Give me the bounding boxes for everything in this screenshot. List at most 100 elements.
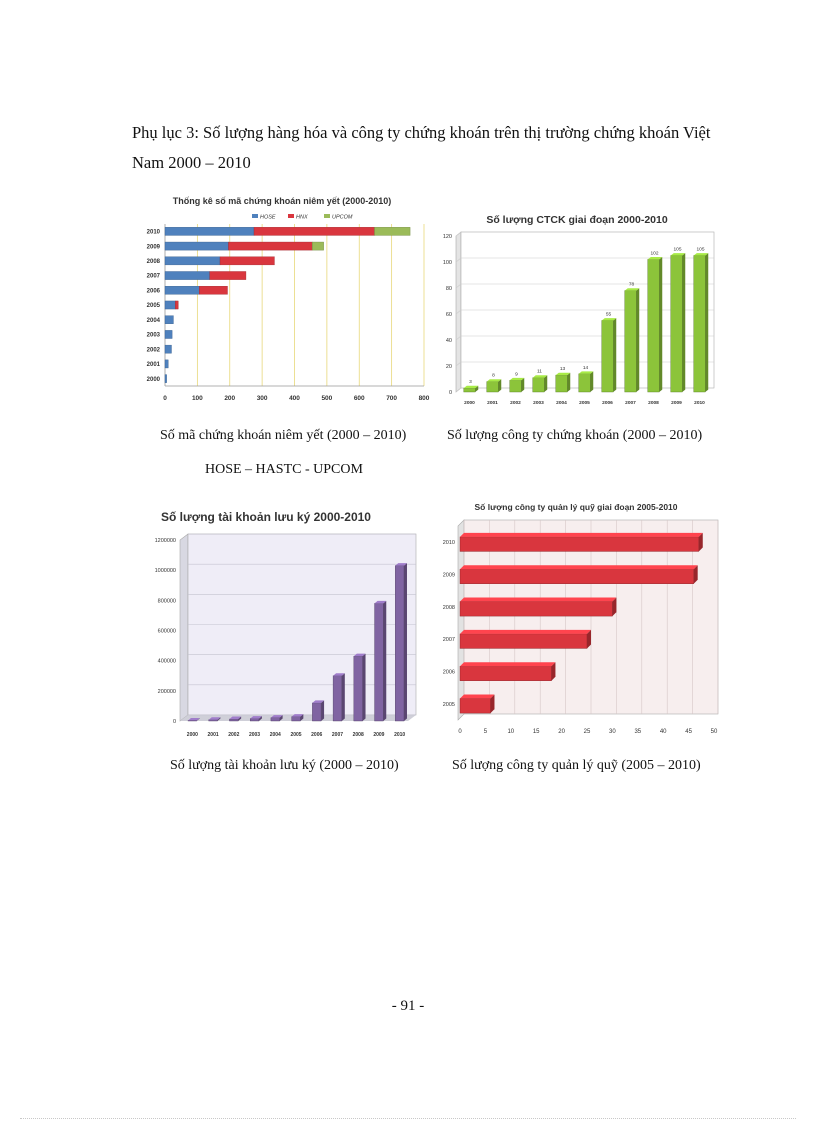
- bar-side-2007: [341, 673, 345, 721]
- bar-top-2007: [460, 629, 591, 634]
- bar-side-2002: [521, 377, 525, 392]
- bar-top-2002: [509, 377, 525, 381]
- bar-2002: [509, 380, 522, 393]
- y-tick-label: 0: [449, 390, 452, 396]
- bar-hose-2000: [164, 374, 167, 383]
- bar-top-2009: [374, 600, 387, 604]
- gridline-side: [455, 257, 462, 263]
- bar-side-2009: [693, 565, 698, 584]
- legend-label-hnx: HNX: [296, 215, 308, 221]
- bar-2009: [374, 603, 384, 722]
- bar-hnx-2007: [209, 271, 247, 280]
- x-tick-label: 2004: [270, 732, 281, 738]
- page-number: - 91 -: [391, 998, 425, 1014]
- bar-top-2004: [270, 715, 283, 718]
- bar-side-2002: [238, 716, 242, 721]
- bar-top-2006: [312, 700, 325, 703]
- y-tick-label: 600000: [158, 629, 176, 635]
- x-tick-label: 2001: [487, 400, 498, 406]
- bar-side-2005: [590, 371, 594, 392]
- chart-title: Số lượng CTCK giai đoạn 2000-2010: [486, 214, 668, 226]
- x-tick-label: 200: [224, 395, 235, 402]
- x-tick-label: 2010: [694, 400, 705, 406]
- x-tick-label: 2000: [464, 400, 475, 406]
- bar-side-2001: [498, 379, 502, 392]
- x-tick-label: 2005: [290, 732, 301, 738]
- y-tick-label: 2006: [147, 288, 161, 294]
- bar-top-2010: [460, 532, 703, 537]
- y-tick-label: 1000000: [155, 568, 176, 574]
- bar-hose-2008: [164, 256, 221, 266]
- y-tick-label: 80: [446, 286, 452, 292]
- x-tick-label: 2003: [533, 400, 544, 406]
- data-label-2001: 8: [492, 373, 495, 379]
- x-tick-label: 0: [458, 729, 462, 735]
- bar-upcom-2010: [374, 227, 411, 236]
- x-tick-label: 2006: [311, 732, 322, 738]
- x-tick-label: 50: [711, 729, 718, 735]
- y-tick-label: 20: [446, 364, 452, 370]
- y-tick-label: 2001: [147, 362, 161, 368]
- bar-top-2002: [229, 716, 242, 720]
- bar-top-2008: [353, 653, 366, 657]
- bar-side-2007: [636, 288, 640, 392]
- x-tick-label: 2000: [187, 732, 198, 738]
- bar-2001: [486, 381, 499, 393]
- bar-2008: [459, 601, 613, 617]
- x-tick-label: 20: [558, 729, 565, 735]
- bar-top-2005: [460, 694, 495, 699]
- x-tick-label: 5: [484, 729, 488, 735]
- y-tick-label: 200000: [158, 689, 176, 695]
- y-tick-label: 0: [173, 719, 176, 725]
- bar-hose-2009: [164, 241, 229, 251]
- x-tick-label: 2005: [579, 400, 590, 406]
- bar-hose-2003: [164, 330, 173, 339]
- bar-2004: [270, 717, 280, 722]
- data-label-2006: 55: [606, 312, 612, 318]
- gridline-side: [455, 335, 462, 341]
- bar-2003: [532, 377, 545, 393]
- y-tick-label: 100: [443, 260, 452, 266]
- legend-swatch-upcom: [324, 214, 330, 218]
- bar-2007: [332, 675, 343, 722]
- bar-hnx-2009: [228, 241, 313, 251]
- bar-side-2004: [279, 715, 283, 721]
- x-tick-label: 2007: [625, 400, 636, 406]
- bar-2010: [395, 565, 405, 722]
- bar-hnx-2005: [175, 300, 179, 310]
- x-tick-label: 600: [354, 395, 365, 402]
- bar-hose-2007: [164, 271, 210, 280]
- data-label-2008: 102: [650, 250, 658, 256]
- bar-top-2010: [395, 563, 407, 566]
- bar-top-2006: [601, 318, 617, 321]
- x-tick-label: 45: [685, 729, 692, 735]
- bar-side-2006: [551, 662, 556, 681]
- page-divider: [20, 1118, 796, 1119]
- bar-side-2000: [196, 718, 200, 721]
- x-tick-label: 35: [634, 729, 641, 735]
- bar-2005: [578, 373, 591, 393]
- y-tick-label: 2004: [147, 318, 161, 324]
- legend-swatch-hnx: [288, 214, 294, 218]
- data-label-2002: 9: [515, 371, 518, 377]
- x-tick-label: 40: [660, 729, 667, 735]
- y-tick-label: 2005: [147, 303, 161, 309]
- y-tick-label: 2010: [443, 540, 455, 546]
- bar-hose-2004: [164, 315, 174, 324]
- bar-top-2008: [460, 597, 617, 602]
- bar-side-2001: [217, 717, 221, 721]
- bar-2010: [693, 255, 706, 393]
- data-label-2010: 105: [696, 247, 704, 253]
- y-tick-label: 2003: [147, 333, 161, 339]
- data-label-2005: 14: [583, 365, 589, 371]
- x-tick-label: 15: [533, 729, 540, 735]
- bar-hose-2006: [164, 286, 200, 295]
- bar-hose-2002: [164, 344, 172, 354]
- bar-top-2001: [208, 717, 221, 720]
- gridline-side: [455, 361, 462, 367]
- caption-chart3: Số lượng tài khoản lưu ký (2000 – 2010): [170, 758, 399, 773]
- bar-upcom-2009: [312, 241, 324, 251]
- bar-2007: [459, 633, 588, 649]
- data-label-2004: 13: [560, 366, 566, 372]
- x-tick-label: 2009: [373, 732, 384, 738]
